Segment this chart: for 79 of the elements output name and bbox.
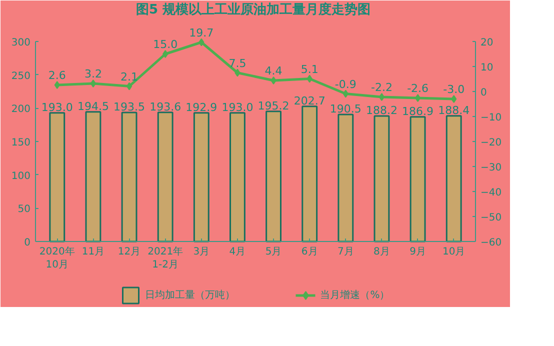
legend-label: 当月增速（%） xyxy=(320,288,390,302)
data-label: -0.9 xyxy=(334,78,356,91)
y2-tick-label: −30 xyxy=(480,162,502,174)
x-tick-label: 3月 xyxy=(193,246,210,258)
point xyxy=(126,82,132,90)
x-tick-label: 11月 xyxy=(82,246,105,258)
y2-tick-label: −50 xyxy=(480,212,502,224)
data-label: 19.7 xyxy=(189,26,214,40)
bar xyxy=(49,112,66,242)
bar xyxy=(85,111,102,242)
y2-tick-label: −20 xyxy=(480,138,502,148)
data-label: 193.0 xyxy=(222,100,254,114)
x-tick-label: 8月 xyxy=(374,246,390,258)
point xyxy=(198,38,204,46)
data-label: 15.0 xyxy=(153,38,178,51)
y2-tick-label: 10 xyxy=(480,62,494,74)
data-label: 190.5 xyxy=(330,102,362,116)
point xyxy=(378,93,385,101)
data-label: 188.2 xyxy=(366,104,398,118)
x-tick-label: 12月 xyxy=(118,246,141,258)
point xyxy=(234,68,240,77)
data-label: 193.6 xyxy=(150,100,182,114)
x-tick-label: 10月 xyxy=(442,246,466,258)
x-tick-label: 6月 xyxy=(301,246,318,258)
x-tick-label: 2021年 1-2月 xyxy=(148,246,184,271)
bar xyxy=(266,110,282,242)
x-tick-label: 4月 xyxy=(229,246,246,258)
chart-title: 图5 规模以上工业原油加工量月度走势图 xyxy=(136,2,371,18)
bar xyxy=(338,114,354,242)
data-label: 188.4 xyxy=(438,104,470,117)
data-label: 192.9 xyxy=(186,100,218,114)
bar xyxy=(230,112,246,242)
data-label: 195.2 xyxy=(258,99,290,112)
bar xyxy=(193,112,210,242)
y2-tick-label: −40 xyxy=(480,188,502,198)
data-label: 202.7 xyxy=(294,94,326,108)
bar xyxy=(446,115,462,242)
data-label: 7.5 xyxy=(228,56,246,70)
bar xyxy=(157,112,174,242)
y-tick-label: 200 xyxy=(11,104,31,116)
point xyxy=(162,50,168,58)
x-tick-label: 5月 xyxy=(265,246,282,258)
y-tick-label: 150 xyxy=(11,138,31,148)
point xyxy=(90,80,96,88)
data-label: -2.2 xyxy=(371,81,392,94)
data-label: 194.5 xyxy=(77,100,109,113)
data-label: 2.1 xyxy=(120,70,138,84)
point xyxy=(414,94,421,102)
bar xyxy=(121,112,138,242)
y-tick-label: 250 xyxy=(11,70,31,82)
point xyxy=(270,76,276,84)
x-tick-label: 2020年 10月 xyxy=(39,246,75,271)
y-tick-label: 100 xyxy=(11,170,31,182)
point xyxy=(306,74,312,83)
legend-label: 日均加工量（万吨） xyxy=(145,288,236,302)
y-tick-label: 0 xyxy=(24,238,31,248)
data-label: -3.0 xyxy=(443,83,465,96)
data-label: 3.2 xyxy=(84,68,102,80)
data-label: 186.9 xyxy=(402,104,434,118)
x-tick-label: 7月 xyxy=(337,246,354,258)
data-label: 193.0 xyxy=(41,100,73,114)
point xyxy=(54,81,60,89)
y2-tick-label: 0 xyxy=(480,88,487,98)
data-label: 193.5 xyxy=(114,100,146,114)
data-label: 2.6 xyxy=(48,69,66,82)
x-tick-label: 9月 xyxy=(410,246,426,258)
data-label: 5.1 xyxy=(300,62,318,76)
y2-tick-label: 20 xyxy=(480,38,494,48)
bar xyxy=(374,115,390,242)
data-label: 4.4 xyxy=(264,64,282,78)
bar xyxy=(302,106,318,242)
bar xyxy=(410,116,426,242)
y2-tick-label: −60 xyxy=(480,238,502,248)
y-tick-label: 50 xyxy=(18,204,31,216)
y-tick-label: 300 xyxy=(11,38,31,48)
y2-tick-label: −10 xyxy=(480,112,502,124)
data-label: -2.6 xyxy=(407,82,429,95)
point xyxy=(342,90,348,98)
point xyxy=(451,95,457,103)
